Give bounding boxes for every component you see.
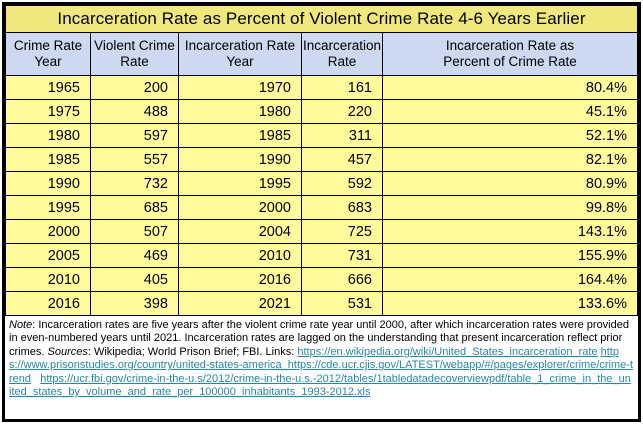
header-violent-crime-rate: Violent Crime Rate — [90, 32, 179, 76]
table-cell: 2010 — [178, 243, 302, 268]
table-row: 1965 200 1970 161 80.4% — [5, 75, 638, 100]
table-cell: 1980 — [5, 123, 91, 148]
table-cell: 2000 — [178, 195, 302, 220]
table-cell: 52.1% — [382, 123, 638, 148]
note-section: Note: Incarceration rates are five years… — [5, 316, 638, 419]
table-row: 1995 685 2000 683 99.8% — [5, 195, 638, 220]
table-cell: 80.4% — [382, 75, 638, 100]
table-cell: 2016 — [5, 291, 91, 316]
table-cell: 1985 — [178, 123, 302, 148]
table-cell: 133.6% — [382, 291, 638, 316]
table-cell: 161 — [301, 75, 383, 100]
table-cell: 164.4% — [382, 267, 638, 292]
header-incarceration-rate: Incarceration Rate — [301, 32, 383, 76]
table-cell: 1995 — [178, 171, 302, 196]
table-cell: 143.1% — [382, 219, 638, 244]
table-row: 2005 469 2010 731 155.9% — [5, 243, 638, 268]
table-cell: 2010 — [5, 267, 91, 292]
table-cell: 597 — [90, 123, 179, 148]
table-cell: 2016 — [178, 267, 302, 292]
table-cell: 1970 — [178, 75, 302, 100]
table-cell: 732 — [90, 171, 179, 196]
link-spacer — [31, 373, 40, 385]
table-cell: 683 — [301, 195, 383, 220]
table-cell: 592 — [301, 171, 383, 196]
table-row: 2000 507 2004 725 143.1% — [5, 219, 638, 244]
table-cell: 469 — [90, 243, 179, 268]
table-cell: 1990 — [178, 147, 302, 172]
table-cell: 1990 — [5, 171, 91, 196]
table-cell: 685 — [90, 195, 179, 220]
table-cell: 1975 — [5, 99, 91, 124]
table-cell: 507 — [90, 219, 179, 244]
table-row: 1980 597 1985 311 52.1% — [5, 123, 638, 148]
table-cell: 99.8% — [382, 195, 638, 220]
table-row: 2016 398 2021 531 133.6% — [5, 291, 638, 316]
table-cell: 731 — [301, 243, 383, 268]
note-label: Note — [9, 319, 33, 331]
sources-label: Sources — [47, 345, 88, 358]
table-cell: 457 — [301, 147, 383, 172]
table-cell: 666 — [301, 267, 383, 292]
table-cell: 1995 — [5, 195, 91, 220]
table-cell: 80.9% — [382, 171, 638, 196]
table-cell: 2004 — [178, 219, 302, 244]
table-cell: 220 — [301, 99, 383, 124]
fbi-ucr-link[interactable]: https://ucr.fbi.gov/crime-in-the-u.s/201… — [9, 372, 631, 399]
table-row: 1990 732 1995 592 80.9% — [5, 171, 638, 196]
table-cell: 1980 — [178, 99, 302, 124]
table-cell: 200 — [90, 75, 179, 100]
note-text: : Incarceration rates are five years aft… — [9, 319, 629, 358]
table-cell: 398 — [90, 291, 179, 316]
table-row: 2010 405 2016 666 164.4% — [5, 267, 638, 292]
title-row: Incarceration Rate as Percent of Violent… — [5, 5, 638, 33]
table-cell: 725 — [301, 219, 383, 244]
header-percent-of-crime-rate: Incarceration Rate as Percent of Crime R… — [382, 32, 638, 76]
table-cell: 1985 — [5, 147, 91, 172]
wikipedia-link[interactable]: https://en.wikipedia.org/wiki/United_Sta… — [297, 345, 598, 358]
table-cell: 2000 — [5, 219, 91, 244]
table-cell: 531 — [301, 291, 383, 316]
table-row: 1985 557 1990 457 82.1% — [5, 147, 638, 172]
table-cell: 405 — [90, 267, 179, 292]
table-body: 1965 200 1970 161 80.4% 1975 488 1980 220 45.1% 19… — [5, 75, 638, 316]
table-cell: 2005 — [5, 243, 91, 268]
header-row: Crime Rate Year Violent Crime Rate Incar… — [5, 32, 638, 76]
prisonstudies-cde-link[interactable]: https://www.prisonstudies.org/country/un… — [9, 345, 634, 385]
table-row: 1975 488 1980 220 45.1% — [5, 99, 638, 124]
table-cell: 311 — [301, 123, 383, 148]
incarceration-table: Incarceration Rate as Percent of Violent… — [5, 5, 638, 316]
table-cell: 488 — [90, 99, 179, 124]
table-cell: 45.1% — [382, 99, 638, 124]
header-incarceration-rate-year: Incarceration Rate Year — [178, 32, 302, 76]
table-cell: 82.1% — [382, 147, 638, 172]
sources-text: : Wikipedia; World Prison Brief; FBI. Li… — [87, 345, 298, 358]
table-cell: 2021 — [178, 291, 302, 316]
table-cell: 557 — [90, 147, 179, 172]
table-cell: 155.9% — [382, 243, 638, 268]
table-title: Incarceration Rate as Percent of Violent… — [5, 5, 638, 33]
table-cell: 1965 — [5, 75, 91, 100]
header-crime-rate-year: Crime Rate Year — [5, 32, 91, 76]
